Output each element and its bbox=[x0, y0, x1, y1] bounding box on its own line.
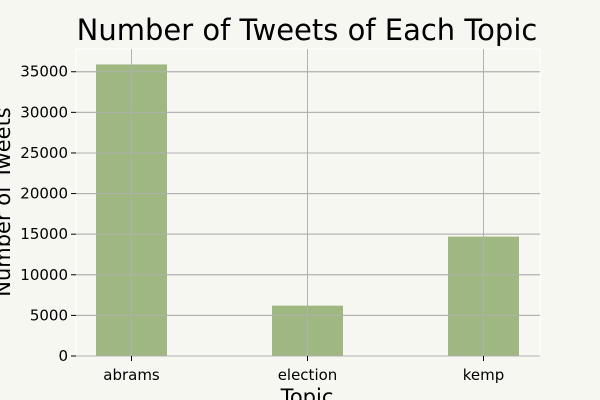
x-axis-label: Topic bbox=[280, 385, 334, 400]
y-tick-label: 30000 bbox=[20, 103, 68, 121]
y-axis-label: Number of Tweets bbox=[0, 107, 15, 297]
bars bbox=[76, 49, 540, 357]
x-axis-ticks: abrams election kemp bbox=[103, 356, 504, 384]
chart-title: Number of Tweets of Each Topic bbox=[77, 13, 538, 47]
x-tick-label: kemp bbox=[463, 366, 505, 384]
y-axis-ticks: 0 5000 10000 15000 20000 25000 30000 35000 bbox=[20, 63, 76, 365]
x-tick-label: election bbox=[278, 366, 338, 384]
y-tick-label: 25000 bbox=[20, 144, 68, 162]
y-tick-label: 5000 bbox=[30, 306, 68, 324]
y-tick-label: 20000 bbox=[20, 185, 68, 203]
y-tick-label: 10000 bbox=[20, 266, 68, 284]
y-tick-label: 15000 bbox=[20, 225, 68, 243]
y-tick-label: 35000 bbox=[20, 63, 68, 81]
x-tick-label: abrams bbox=[103, 366, 160, 384]
y-tick-label: 0 bbox=[58, 347, 68, 365]
